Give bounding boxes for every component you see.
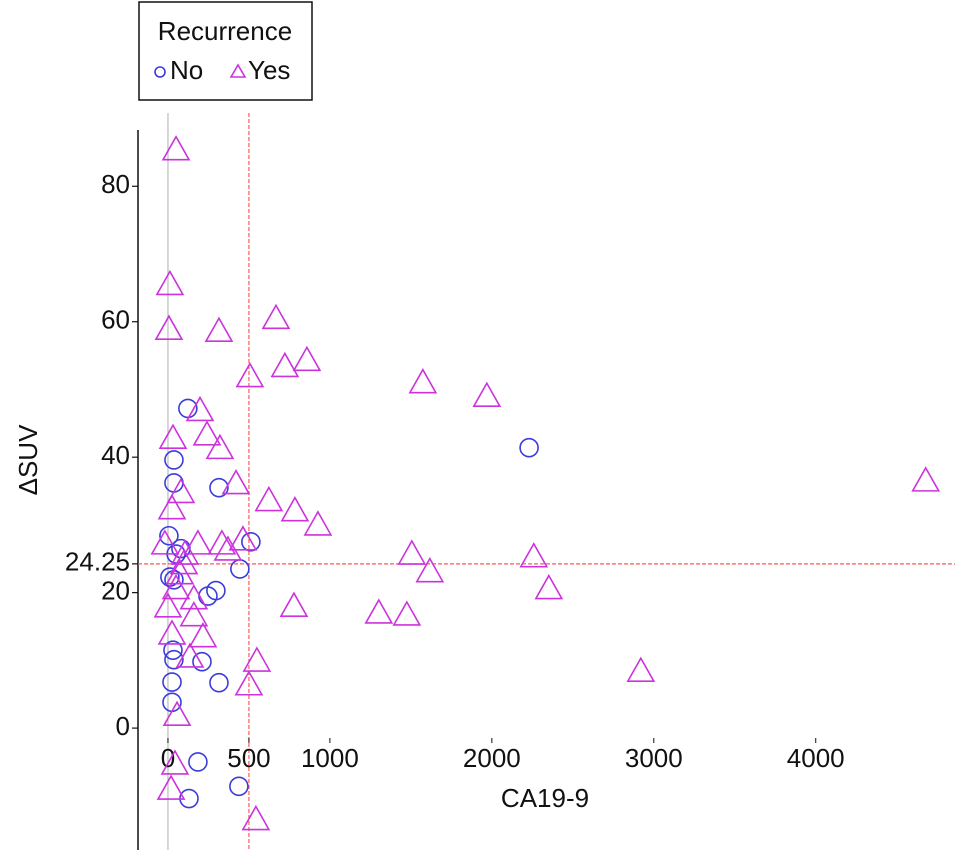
data-point [230, 559, 250, 579]
data-point [207, 529, 237, 555]
data-point [163, 640, 183, 661]
y-tick-label: 40 [101, 440, 130, 470]
data-point [169, 548, 199, 575]
legend-marker [154, 66, 166, 78]
data-point [364, 598, 394, 624]
data-point [519, 437, 539, 458]
data-point [534, 573, 564, 600]
data-point [156, 774, 186, 800]
legend-title: Recurrence [158, 16, 292, 46]
data-point [157, 619, 187, 645]
data-point [150, 529, 180, 555]
data-point [209, 672, 229, 693]
x-axis-label: CA19-9 [501, 783, 589, 813]
data-point [235, 361, 265, 388]
x-tick-label: 2000 [463, 743, 521, 773]
data-point [159, 525, 179, 546]
data-point [157, 494, 187, 520]
data-point [415, 557, 445, 583]
data-point [280, 496, 310, 522]
data-point [164, 649, 184, 670]
data-point [397, 539, 427, 565]
data-point [626, 656, 656, 683]
data-point [392, 600, 422, 626]
data-point [179, 601, 209, 627]
data-point [165, 559, 195, 585]
data-point [188, 752, 208, 772]
data-point [229, 776, 249, 797]
data-point [166, 477, 196, 504]
data-point [183, 529, 213, 555]
data-point [161, 135, 191, 161]
data-point [162, 692, 182, 713]
y-tick-label: 60 [101, 305, 130, 335]
data-point [192, 651, 212, 672]
x-tick-label: 3000 [625, 743, 683, 773]
data-point [228, 525, 258, 551]
data-point [161, 573, 191, 600]
y-axis-label: ΔSUV [13, 424, 43, 495]
data-point [234, 670, 264, 696]
y-tick-label: 80 [101, 169, 130, 199]
data-point [241, 532, 261, 552]
data-point [160, 749, 190, 775]
legend-label: No [170, 55, 203, 85]
data-point [241, 804, 271, 831]
data-point [164, 450, 184, 470]
data-point [472, 381, 502, 408]
data-point [204, 316, 234, 343]
data-point [303, 510, 333, 536]
data-point [279, 591, 309, 617]
x-tick-label: 0 [161, 743, 175, 773]
data-point [205, 433, 235, 460]
legend-box [138, 1, 313, 101]
legend-marker [229, 63, 247, 78]
legend-label: Yes [248, 55, 290, 85]
data-point [158, 423, 188, 450]
data-point [154, 314, 184, 340]
y-tick-label: 0 [116, 711, 130, 741]
data-point [254, 485, 284, 512]
x-tick-label: 4000 [787, 743, 845, 773]
data-point [261, 303, 291, 330]
data-point [179, 584, 209, 610]
y-tick-label: 24.25 [65, 547, 130, 577]
x-tick-label: 1000 [301, 743, 359, 773]
data-point [162, 700, 192, 727]
data-point [185, 395, 215, 422]
data-point [175, 642, 205, 668]
data-point [153, 592, 183, 618]
data-point [519, 542, 549, 568]
data-point [192, 420, 222, 446]
x-tick-label: 500 [227, 743, 270, 773]
y-tick-label: 20 [101, 576, 130, 606]
data-point [170, 539, 200, 565]
data-point [911, 466, 941, 492]
data-point [292, 345, 322, 372]
data-point [213, 535, 243, 561]
data-point [162, 672, 182, 692]
data-point [155, 269, 185, 296]
data-point [270, 351, 300, 378]
data-point [408, 368, 438, 394]
data-point [221, 468, 251, 495]
data-point [242, 646, 272, 672]
data-point [209, 477, 229, 498]
data-point [188, 622, 218, 648]
